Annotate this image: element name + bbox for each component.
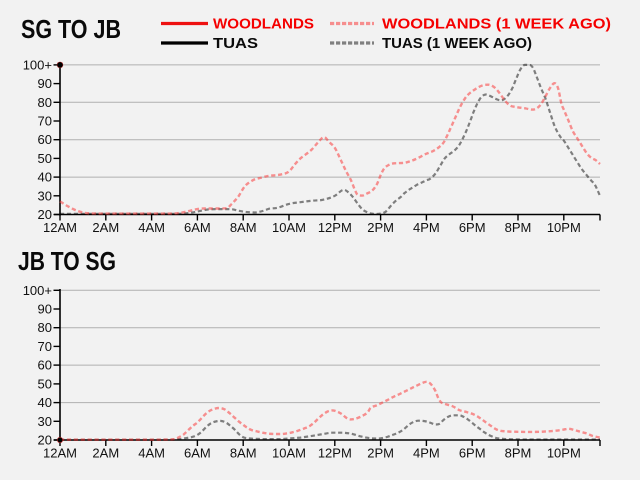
svg-text:10AM: 10AM (272, 220, 306, 235)
svg-text:8PM: 8PM (505, 446, 532, 461)
svg-text:80: 80 (38, 95, 52, 110)
svg-text:100+: 100+ (23, 283, 52, 298)
svg-text:8PM: 8PM (505, 220, 532, 235)
svg-text:SG TO JB: SG TO JB (21, 14, 121, 44)
svg-text:90: 90 (38, 302, 52, 317)
svg-text:WOODLANDS (1 WEEK AGO): WOODLANDS (1 WEEK AGO) (382, 17, 611, 33)
svg-text:12AM: 12AM (43, 220, 77, 235)
svg-text:2PM: 2PM (367, 446, 394, 461)
svg-text:4PM: 4PM (413, 220, 440, 235)
svg-text:6AM: 6AM (184, 446, 211, 461)
svg-text:20: 20 (38, 433, 52, 448)
svg-text:6PM: 6PM (459, 446, 486, 461)
svg-text:10AM: 10AM (272, 446, 306, 461)
svg-text:30: 30 (38, 414, 52, 429)
svg-text:4AM: 4AM (138, 220, 165, 235)
svg-text:2AM: 2AM (92, 446, 119, 461)
svg-text:6PM: 6PM (459, 220, 486, 235)
svg-text:TUAS: TUAS (213, 36, 258, 52)
svg-text:WOODLANDS: WOODLANDS (213, 17, 314, 33)
svg-text:40: 40 (38, 395, 52, 410)
svg-text:JB TO SG: JB TO SG (18, 246, 116, 276)
svg-text:50: 50 (38, 151, 52, 166)
svg-text:12AM: 12AM (43, 446, 77, 461)
svg-text:40: 40 (38, 170, 52, 185)
svg-text:30: 30 (38, 188, 52, 203)
svg-text:4AM: 4AM (138, 446, 165, 461)
svg-text:50: 50 (38, 376, 52, 391)
svg-text:20: 20 (38, 207, 52, 222)
svg-text:70: 70 (38, 339, 52, 354)
svg-text:90: 90 (38, 76, 52, 91)
svg-text:10PM: 10PM (547, 220, 581, 235)
svg-text:2PM: 2PM (367, 220, 394, 235)
svg-text:60: 60 (38, 132, 52, 147)
svg-text:8AM: 8AM (230, 446, 257, 461)
svg-text:12PM: 12PM (318, 446, 352, 461)
svg-text:100+: 100+ (23, 57, 52, 72)
svg-text:80: 80 (38, 320, 52, 335)
svg-text:70: 70 (38, 114, 52, 129)
svg-text:2AM: 2AM (92, 220, 119, 235)
svg-text:60: 60 (38, 358, 52, 373)
svg-text:12PM: 12PM (318, 220, 352, 235)
svg-text:6AM: 6AM (184, 220, 211, 235)
svg-text:8AM: 8AM (230, 220, 257, 235)
svg-text:TUAS (1 WEEK AGO): TUAS (1 WEEK AGO) (382, 36, 532, 52)
svg-text:10PM: 10PM (547, 446, 581, 461)
svg-text:4PM: 4PM (413, 446, 440, 461)
